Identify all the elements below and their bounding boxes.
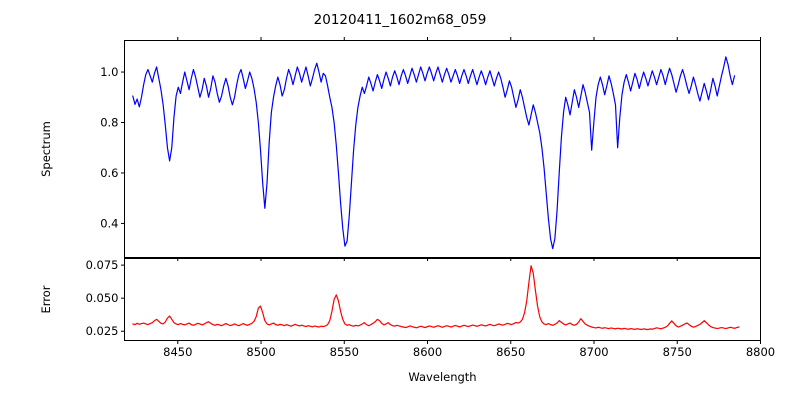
y-tick-label: 1.0 [100,65,118,79]
x-tick-label: 8550 [330,345,359,359]
y-tick-label: 0.8 [100,116,118,130]
x-axis-label: Wavelength [408,370,476,384]
y-tick-label: 0.4 [100,216,118,230]
x-tick-label: 8800 [746,345,775,359]
data-line-spectrum [132,56,736,250]
figure-title: 20120411_1602m68_059 [313,12,487,28]
y-axis-label-spectrum: Spectrum [39,121,53,177]
data-line-error [132,265,740,331]
y-tick-label: 0.6 [100,166,118,180]
panel-frame-spectrum [124,40,761,258]
x-tick-label: 8650 [496,345,525,359]
y-axis-label-error: Error [39,285,53,313]
x-tick-label: 8700 [579,345,608,359]
panel-frame-error [124,258,761,341]
x-tick-label: 8450 [163,345,192,359]
x-tick-label: 8500 [246,345,275,359]
y-tick-label: 0.025 [86,324,119,338]
x-tick-label: 8750 [663,345,692,359]
y-tick-label: 0.050 [86,291,119,305]
y-tick-label: 0.075 [86,258,119,272]
x-tick-label: 8600 [413,345,442,359]
